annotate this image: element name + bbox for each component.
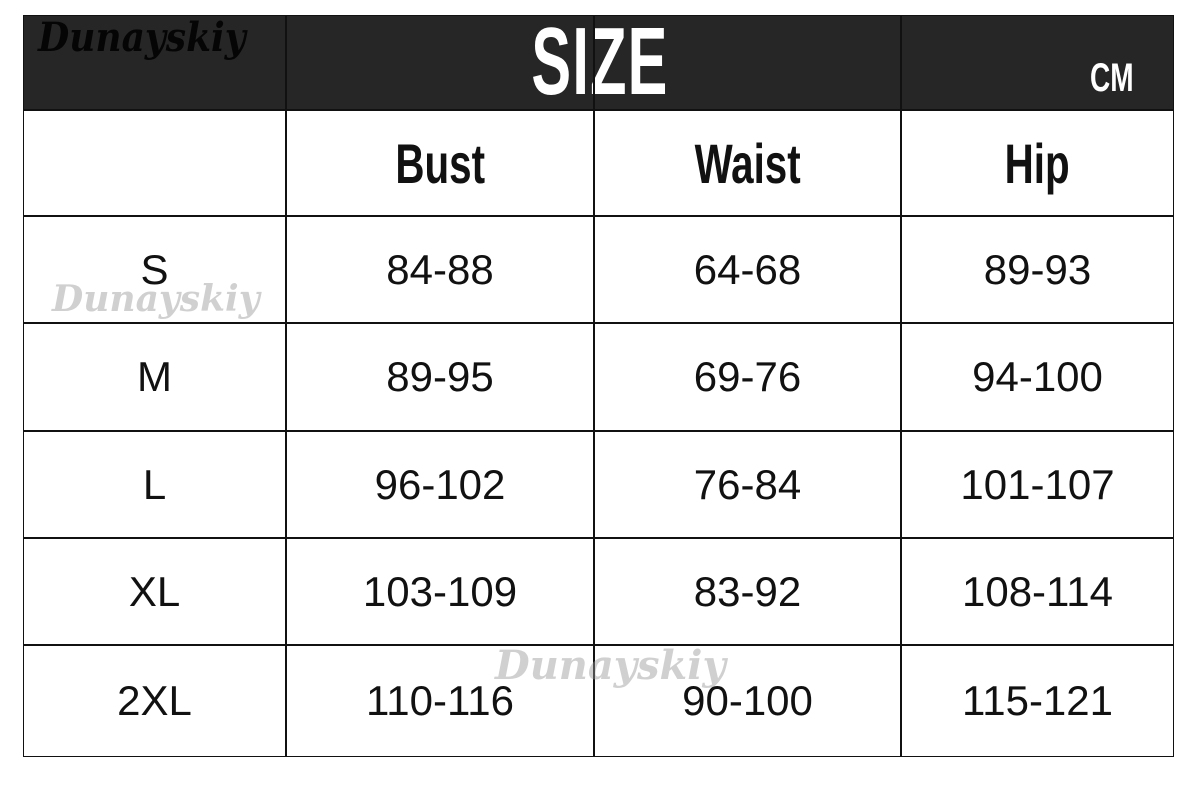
size-cell-text: M: [137, 353, 172, 400]
column-header: Waist: [594, 110, 901, 216]
size-cell-text: L: [142, 460, 167, 508]
waist-cell: 69-76: [594, 323, 901, 431]
size-cell: M: [23, 323, 286, 431]
waist-cell-text: 83-92: [693, 567, 802, 615]
row-divider: [23, 322, 1174, 324]
size-cell-text: 2XL: [117, 677, 192, 724]
column-divider: [285, 15, 287, 757]
row-divider: [23, 644, 1174, 646]
waist-cell: 83-92: [594, 538, 901, 645]
watermark: Dunayskiy: [495, 642, 726, 689]
hip-cell-text: 115-121: [961, 677, 1114, 724]
column-divider: [900, 15, 902, 757]
row-divider: [23, 537, 1174, 539]
page-title: SIZE: [531, 8, 669, 115]
row-divider: [23, 109, 1174, 111]
waist-cell-text: 69-76: [693, 353, 802, 400]
hip-cell: 94-100: [901, 323, 1174, 431]
bust-cell: 89-95: [286, 323, 594, 431]
size-cell: XL: [23, 538, 286, 645]
hip-cell-text: 94-100: [972, 353, 1103, 400]
bust-cell-text: 96-102: [374, 460, 506, 508]
size-cell: L: [23, 431, 286, 538]
unit-label: CM: [1090, 56, 1134, 100]
hip-cell-text: 89-93: [983, 245, 1092, 293]
waist-cell-text: 76-84: [693, 460, 802, 508]
bust-cell-text: 103-109: [362, 567, 518, 615]
waist-cell: 76-84: [594, 431, 901, 538]
column-header: Hip: [901, 110, 1174, 216]
column-header-text: Bust: [395, 131, 485, 195]
bust-cell-text: 89-95: [386, 353, 494, 400]
column-header-text: Waist: [694, 131, 801, 195]
brand-logo: Dunayskiy: [38, 14, 246, 61]
hip-cell: 108-114: [901, 538, 1174, 645]
waist-cell-text: 64-68: [693, 245, 802, 293]
size-cell: 2XL: [23, 645, 286, 757]
header-bar: [23, 15, 1174, 110]
size-cell: S: [23, 216, 286, 323]
bust-cell: 103-109: [286, 538, 594, 645]
column-header-text: Hip: [1005, 131, 1070, 195]
bust-cell-text: 110-116: [366, 677, 514, 724]
bust-cell: 110-116: [286, 645, 594, 757]
waist-cell-text: 90-100: [682, 677, 813, 724]
bust-cell-text: 84-88: [386, 245, 494, 293]
hip-cell: 115-121: [901, 645, 1174, 757]
waist-cell: 90-100: [594, 645, 901, 757]
hip-cell-text: 108-114: [961, 567, 1114, 615]
waist-cell: 64-68: [594, 216, 901, 323]
bust-cell: 84-88: [286, 216, 594, 323]
watermark: Dunayskiy: [52, 278, 260, 320]
hip-cell-text: 101-107: [960, 460, 1115, 508]
column-divider: [593, 15, 595, 757]
column-header: Bust: [286, 110, 594, 216]
hip-cell: 101-107: [901, 431, 1174, 538]
row-divider: [23, 215, 1174, 217]
bust-cell: 96-102: [286, 431, 594, 538]
size-table: [23, 15, 1174, 757]
size-cell-text: XL: [128, 567, 181, 615]
size-cell-text: S: [140, 245, 169, 293]
hip-cell: 89-93: [901, 216, 1174, 323]
row-divider: [23, 430, 1174, 432]
